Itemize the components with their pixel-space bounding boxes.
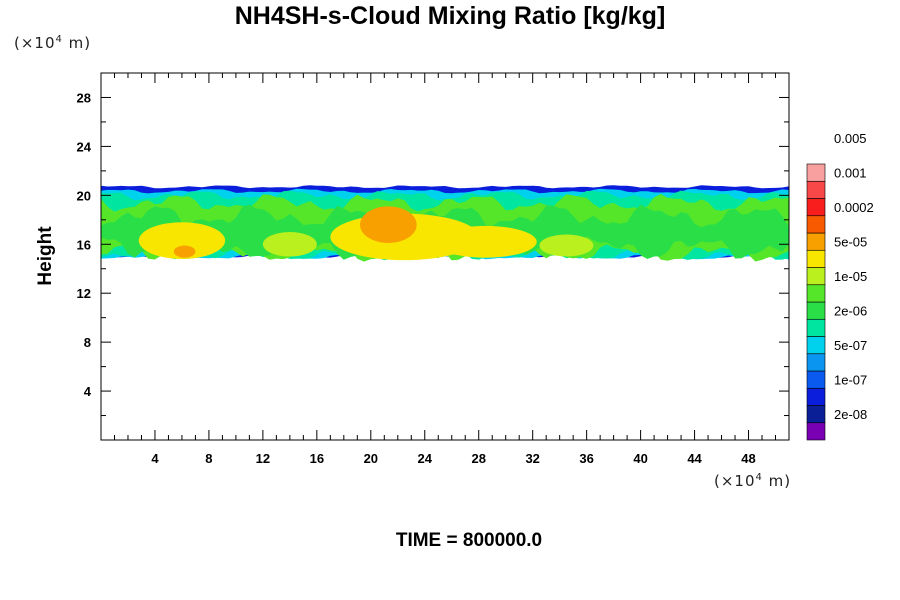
colorbar-swatch (806, 180, 826, 199)
time-label: TIME = 800000.0 (395, 530, 543, 551)
x-tick-label: 16 (310, 451, 324, 466)
x-tick-label: 36 (579, 451, 593, 466)
cloud-blob (434, 225, 537, 258)
y-tick-label: 4 (84, 384, 92, 399)
y-axis-unit: (×104 m) (14, 34, 92, 52)
cloud-blob (360, 206, 417, 244)
x-axis-unit: (×104 m) (714, 472, 792, 490)
x-tick-label: 40 (633, 451, 647, 466)
colorbar-swatch (806, 336, 826, 355)
cloud-blob (173, 245, 196, 258)
colorbar-swatch (806, 301, 826, 320)
x-tick-label: 44 (687, 451, 702, 466)
colorbar-label: 0.001 (834, 166, 867, 181)
colorbar-label: 0.005 (834, 131, 867, 146)
colorbar-label: 5e-05 (834, 235, 867, 250)
x-tick-label: 24 (418, 451, 433, 466)
colorbar-swatch (806, 353, 826, 372)
x-tick-label: 12 (256, 451, 270, 466)
colorbar-label: 0.0002 (834, 200, 874, 215)
colorbar-label: 1e-07 (834, 373, 867, 388)
y-tick-label: 8 (84, 335, 91, 350)
cloud-field (101, 185, 789, 262)
x-tick-label: 32 (525, 451, 539, 466)
colorbar-swatch (806, 267, 826, 286)
colorbar-swatch (806, 284, 826, 303)
colorbar-label: 2e-06 (834, 304, 867, 319)
plot-frame (100, 72, 790, 441)
y-tick-label: 28 (77, 90, 91, 105)
colorbar-swatch (806, 370, 826, 389)
colorbar-swatch (806, 232, 826, 251)
x-tick-label: 8 (205, 451, 212, 466)
cloud-blob (539, 234, 594, 257)
x-tick-label: 48 (741, 451, 755, 466)
colorbar-swatch (806, 422, 826, 441)
y-tick-label: 24 (77, 139, 92, 154)
colorbar-label: 5e-07 (834, 338, 867, 353)
colorbar-swatch (806, 387, 826, 406)
colorbar-swatch (806, 198, 826, 217)
x-tick-label: 20 (364, 451, 378, 466)
y-tick-label: 12 (77, 286, 91, 301)
colorbar-swatch (806, 249, 826, 268)
colorbar-swatch (806, 163, 826, 182)
colorbar-label: 2e-08 (834, 407, 867, 422)
y-tick-label: 20 (77, 188, 91, 203)
cloud-blob (262, 232, 317, 257)
x-tick-label: 4 (151, 451, 159, 466)
x-tick-label: 28 (471, 451, 485, 466)
colorbar-swatch (806, 318, 826, 337)
chart-title: NH4SH-s-Cloud Mixing Ratio [kg/kg] (234, 2, 666, 30)
colorbar-swatch (806, 405, 826, 424)
cloud-blob (138, 222, 226, 259)
colorbar-swatch (806, 215, 826, 234)
y-tick-label: 16 (77, 237, 91, 252)
colorbar-label: 1e-05 (834, 269, 867, 284)
colorbar: 2e-08 1e-07 5e-07 2e-06 1e-05 5e-05 0.0002 0.00… (806, 131, 874, 441)
